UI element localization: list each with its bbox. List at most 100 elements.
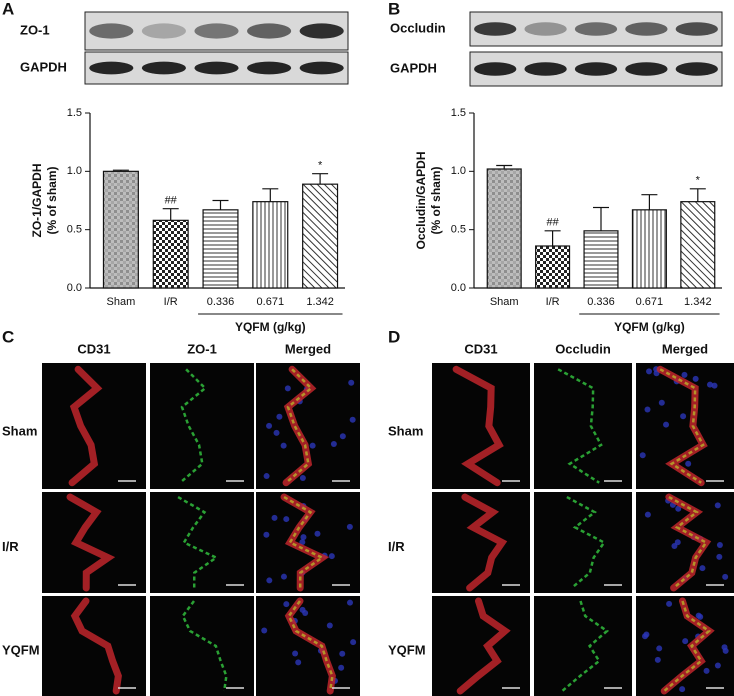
nucleus xyxy=(263,531,270,538)
y-axis-label: Occludin/GAPDH xyxy=(414,151,428,249)
nucleus xyxy=(350,639,357,646)
nucleus xyxy=(283,601,290,608)
blot-band xyxy=(89,23,134,39)
nucleus xyxy=(722,573,729,580)
micrograph xyxy=(534,492,632,593)
y-tick-label: 0.0 xyxy=(67,282,82,294)
bar xyxy=(202,209,239,289)
nucleus xyxy=(699,565,706,572)
nucleus xyxy=(663,421,670,428)
y-tick-label: 0.5 xyxy=(67,224,82,236)
nucleus xyxy=(711,382,718,389)
bar xyxy=(486,168,522,289)
nucleus xyxy=(666,600,673,607)
vessel-green xyxy=(561,600,610,692)
vessel-red xyxy=(70,597,122,695)
group-label: YQFM (g/kg) xyxy=(235,320,306,334)
row-label: Sham xyxy=(388,424,423,439)
significance-mark: ## xyxy=(546,217,559,229)
nucleus xyxy=(656,645,663,652)
nucleus xyxy=(276,413,283,420)
x-tick-label: 0.336 xyxy=(207,296,235,308)
group-label: YQFM (g/kg) xyxy=(614,320,685,334)
blot-band xyxy=(574,62,618,76)
vessel-green xyxy=(283,495,325,588)
x-tick-label: 0.671 xyxy=(636,296,664,308)
row-label: YQFM xyxy=(2,642,40,657)
y-tick-label: 1.0 xyxy=(451,165,466,177)
x-tick-label: 0.336 xyxy=(587,296,615,308)
nucleus xyxy=(644,511,651,518)
vessel-green xyxy=(177,495,219,588)
blot-band xyxy=(299,61,344,75)
nucleus xyxy=(299,474,306,481)
panel-label: A xyxy=(2,0,14,18)
y-axis-label: (% of sham) xyxy=(429,166,443,234)
nucleus xyxy=(266,422,273,429)
vessel-green xyxy=(566,495,606,589)
x-tick-label: 1.342 xyxy=(306,296,334,308)
nucleus xyxy=(330,440,337,447)
nucleus xyxy=(716,542,723,549)
row-label: I/R xyxy=(388,539,405,554)
column-header: Occludin xyxy=(555,341,611,356)
vessel-red xyxy=(66,493,116,592)
nucleus xyxy=(339,433,346,440)
micrograph xyxy=(42,596,146,696)
blot-band xyxy=(524,62,567,76)
nucleus xyxy=(292,650,299,657)
blot-band xyxy=(625,22,668,36)
bar xyxy=(583,230,619,289)
column-header: CD31 xyxy=(464,341,497,356)
micrograph xyxy=(150,596,254,696)
nucleus xyxy=(721,644,728,651)
bar xyxy=(252,201,289,289)
vessel-green xyxy=(663,600,712,692)
y-tick-label: 1.5 xyxy=(451,107,466,119)
blot-band xyxy=(247,23,292,39)
nucleus xyxy=(346,523,353,530)
panel-label: B xyxy=(388,0,400,18)
nucleus xyxy=(682,638,689,645)
blot-band xyxy=(89,61,134,75)
nucleus xyxy=(714,502,721,509)
nucleus xyxy=(692,375,699,382)
nucleus xyxy=(302,610,309,617)
blot-band xyxy=(474,62,517,76)
vessel-green xyxy=(181,600,228,692)
vessel-red xyxy=(461,493,508,592)
vessel-red xyxy=(452,365,504,487)
nucleus xyxy=(299,539,306,546)
vessel-green xyxy=(659,368,705,484)
row-label: Sham xyxy=(2,424,37,439)
bar xyxy=(302,183,339,289)
nucleus xyxy=(314,530,321,537)
y-tick-label: 1.5 xyxy=(67,107,82,119)
column-header: CD31 xyxy=(77,341,110,356)
nucleus xyxy=(646,368,653,375)
nucleus xyxy=(280,442,287,449)
nucleus xyxy=(697,613,704,620)
nucleus xyxy=(714,662,721,669)
y-tick-label: 1.0 xyxy=(67,165,82,177)
blot-band xyxy=(194,61,239,75)
blot-band xyxy=(141,61,186,75)
nucleus xyxy=(681,371,688,378)
vessel-green xyxy=(668,495,708,589)
blot-band xyxy=(675,22,718,36)
x-tick-label: 0.671 xyxy=(257,296,285,308)
blot-label: Occludin xyxy=(390,20,446,35)
significance-mark: * xyxy=(696,175,701,187)
nucleus xyxy=(685,460,692,467)
blot-band xyxy=(474,22,517,36)
nucleus xyxy=(284,385,291,392)
blot-band xyxy=(524,22,567,36)
significance-mark: ## xyxy=(165,195,178,207)
nucleus xyxy=(675,505,682,512)
nucleus xyxy=(716,553,723,560)
nucleus xyxy=(658,399,665,406)
column-header: Merged xyxy=(285,341,331,356)
panel-label: D xyxy=(388,327,400,346)
nucleus xyxy=(674,539,681,546)
x-tick-label: 1.342 xyxy=(684,296,712,308)
